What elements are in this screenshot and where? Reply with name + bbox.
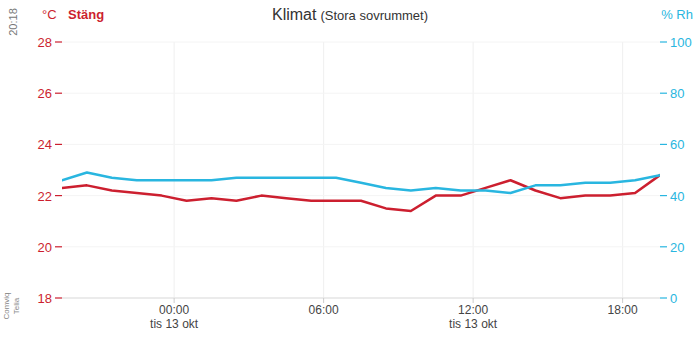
title: Klimat bbox=[272, 6, 317, 23]
y-grid-line bbox=[62, 144, 660, 145]
y-grid-line bbox=[62, 298, 660, 299]
y-tick bbox=[55, 246, 62, 247]
y2-tick bbox=[660, 246, 667, 247]
plot-area bbox=[62, 173, 660, 211]
x-tick-label: 06:00 bbox=[309, 303, 339, 317]
x-tick-label: 12:00 bbox=[458, 303, 488, 317]
y2-axis-label: % Rh bbox=[661, 7, 693, 22]
x-tick-sublabel: tis 13 okt bbox=[449, 317, 498, 331]
status-carrier: Comviq bbox=[2, 292, 11, 319]
y2-tick-label: 100 bbox=[670, 35, 692, 50]
status-carrier: Telia bbox=[12, 297, 21, 314]
y-axis-label: °C bbox=[42, 7, 57, 22]
x-grid-line bbox=[323, 42, 324, 298]
close-button[interactable]: Stäng bbox=[68, 7, 104, 22]
y-tick bbox=[55, 195, 62, 196]
y-grid-line bbox=[62, 42, 660, 43]
x-tick-label: 18:00 bbox=[608, 303, 638, 317]
y-tick-label: 26 bbox=[38, 86, 52, 101]
y2-tick bbox=[660, 297, 667, 298]
x-tick-label: 00:00 bbox=[159, 303, 189, 317]
y2-tick bbox=[660, 41, 667, 42]
y-tick-label: 20 bbox=[38, 240, 52, 255]
x-axis-line bbox=[62, 298, 660, 299]
y2-tick bbox=[660, 144, 667, 145]
y2-tick-label: 20 bbox=[670, 240, 684, 255]
y2-tick bbox=[660, 93, 667, 94]
status-time: 20:18 bbox=[7, 8, 19, 36]
grid bbox=[62, 42, 660, 298]
y-tick-label: 18 bbox=[38, 291, 52, 306]
y2-tick bbox=[660, 195, 667, 196]
y-tick bbox=[55, 93, 62, 94]
y-tick-label: 24 bbox=[38, 137, 52, 152]
x-grid-line bbox=[622, 42, 623, 298]
chart: 20:18 ComviqTelia 18 20 22 24 26 28 0 20 40 60 80 100… bbox=[0, 0, 700, 338]
y-tick-label: 22 bbox=[38, 189, 52, 204]
y-grid-line bbox=[62, 246, 660, 247]
series-line bbox=[62, 173, 660, 193]
y2-tick-label: 80 bbox=[670, 86, 684, 101]
x-grid-line bbox=[174, 42, 175, 298]
subtitle: (Stora sovrummet) bbox=[320, 8, 428, 23]
y2-tick-label: 60 bbox=[670, 137, 684, 152]
y-tick bbox=[55, 144, 62, 145]
y-grid-line bbox=[62, 93, 660, 94]
x-tick-sublabel: tis 13 okt bbox=[150, 317, 199, 331]
x-grid-line bbox=[473, 42, 474, 298]
y2-tick-label: 0 bbox=[670, 291, 677, 306]
y-tick bbox=[55, 41, 62, 42]
y-tick-label: 28 bbox=[38, 35, 52, 50]
y-tick bbox=[55, 297, 62, 298]
y2-tick-label: 40 bbox=[670, 189, 684, 204]
